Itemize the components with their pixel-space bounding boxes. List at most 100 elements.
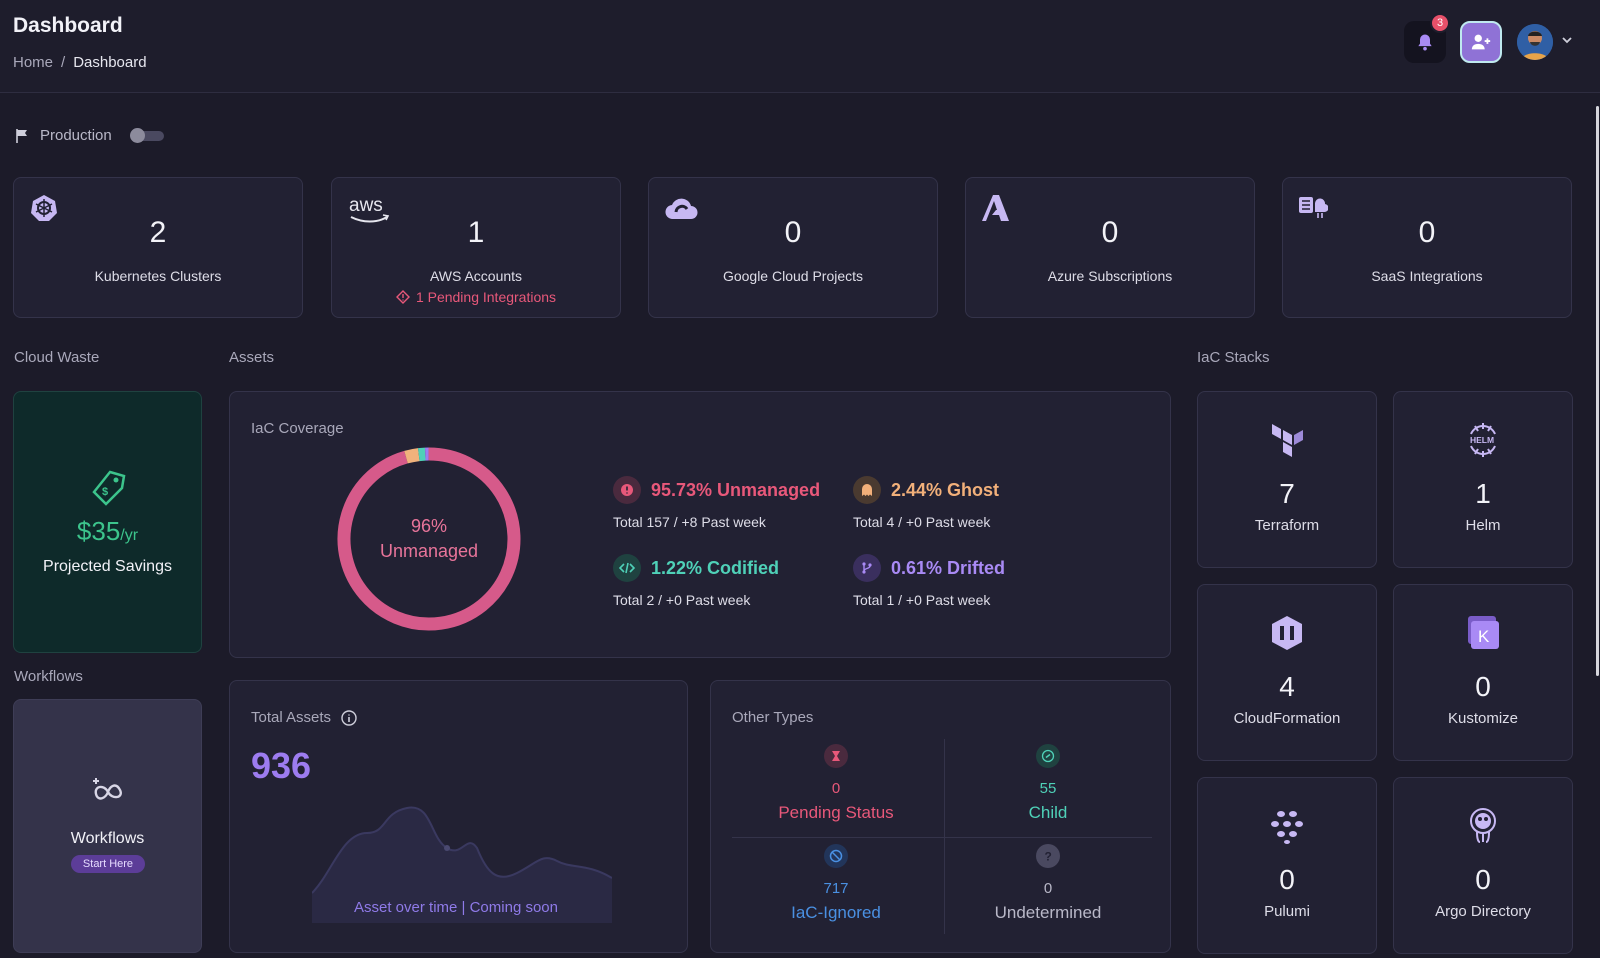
undetermined-item[interactable]: ? 0 Undetermined <box>944 844 1152 923</box>
drifted-label: 0.61% Drifted <box>891 557 1006 578</box>
hourglass-icon <box>832 751 840 761</box>
assets-sparkline <box>312 806 612 923</box>
svg-text:HELM: HELM <box>1470 435 1494 445</box>
donut-slice-unmanaged[interactable] <box>337 447 521 631</box>
iac-ignored-item[interactable]: 717 IaC-Ignored <box>732 844 940 923</box>
kubernetes-count: 2 <box>149 216 167 249</box>
donut-center-value: 96% <box>410 516 448 536</box>
cloudformation-icon <box>1272 616 1302 650</box>
child-label: Child <box>1028 803 1068 822</box>
terraform-count: 7 <box>1279 478 1295 509</box>
page-title: Dashboard <box>13 14 123 37</box>
workflows-card[interactable]: Workflows Start Here <box>13 699 202 953</box>
pulumi-label: Pulumi <box>1264 903 1310 920</box>
donut-center-label: Unmanaged <box>379 541 479 561</box>
donut-slice-ghost[interactable] <box>404 448 420 464</box>
argo-count: 0 <box>1475 864 1491 895</box>
child-item[interactable]: 55 Child <box>944 744 1152 823</box>
link-icon <box>1041 749 1055 763</box>
alert-icon <box>621 484 633 496</box>
stat-drifted[interactable]: 0.61% Drifted Total 1 / +0 Past week <box>853 554 1005 608</box>
workflows-label: Workflows <box>70 830 145 847</box>
ghost-sub: Total 4 / +0 Past week <box>853 514 991 530</box>
avatar[interactable] <box>1517 24 1553 60</box>
argo-label: Argo Directory <box>1435 903 1531 920</box>
unmanaged-sub: Total 157 / +8 Past week <box>613 514 766 530</box>
cloudformation-count: 4 <box>1279 671 1295 702</box>
argo-icon <box>1470 808 1496 843</box>
kustomize-icon: K <box>1468 616 1499 649</box>
pulumi-tile[interactable]: 0 Pulumi <box>1197 777 1377 954</box>
flag-icon <box>16 128 27 143</box>
iac-ignored-label: IaC-Ignored <box>791 903 881 922</box>
environment-label: Production <box>40 127 112 144</box>
terraform-tile[interactable]: 7 Terraform <box>1197 391 1377 568</box>
kubernetes-clusters-card[interactable]: 2 Kubernetes Clusters <box>13 177 303 318</box>
kustomize-tile[interactable]: K 0 Kustomize <box>1393 584 1573 761</box>
add-user-icon <box>1471 34 1491 50</box>
info-icon[interactable] <box>341 709 357 726</box>
svg-text:K: K <box>1478 627 1490 646</box>
assets-heading: Assets <box>229 349 275 366</box>
pending-integrations-warning[interactable]: 1 Pending Integrations <box>332 289 620 305</box>
aws-label: AWS Accounts <box>429 268 523 284</box>
workflows-icon <box>92 778 122 800</box>
breadcrumb: Home / Dashboard <box>13 54 147 71</box>
stat-unmanaged[interactable]: 95.73% Unmanaged Total 157 / +8 Past wee… <box>613 476 820 530</box>
bell-icon <box>1418 34 1432 51</box>
page-scrollbar[interactable] <box>1596 106 1599 676</box>
savings-label: Projected Savings <box>43 558 172 575</box>
breadcrumb-home[interactable]: Home <box>13 54 54 71</box>
cloudformation-tile[interactable]: 4 CloudFormation <box>1197 584 1377 761</box>
pulumi-icon <box>1271 811 1303 844</box>
terraform-icon <box>1272 424 1303 457</box>
helm-icon: HELM <box>1470 423 1496 457</box>
ghost-icon <box>862 484 872 496</box>
azure-subscriptions-card[interactable]: 0 Azure Subscriptions <box>965 177 1255 318</box>
aws-accounts-card[interactable]: aws 1 AWS Accounts 1 Pending Integration… <box>331 177 621 318</box>
google-cloud-label: Google Cloud Projects <box>722 268 864 284</box>
iac-ignored-value: 717 <box>823 880 849 897</box>
other-types-card: Other Types 0 Pending Status 55 Child 71… <box>710 680 1171 953</box>
kubernetes-icon <box>31 195 57 221</box>
drifted-sub: Total 1 / +0 Past week <box>853 592 991 608</box>
child-value: 55 <box>1039 780 1057 797</box>
environment-toggle[interactable]: Production <box>14 127 164 144</box>
helm-tile[interactable]: HELM 1 Helm <box>1393 391 1573 568</box>
user-avatar-icon <box>1517 24 1553 60</box>
git-branch-icon <box>862 562 872 574</box>
saas-count: 0 <box>1418 216 1436 249</box>
saas-integrations-card[interactable]: 0 SaaS Integrations <box>1282 177 1572 318</box>
start-here-button[interactable]: Start Here <box>71 855 145 873</box>
undetermined-label: Undetermined <box>994 903 1102 922</box>
other-types-title: Other Types <box>732 709 814 726</box>
breadcrumb-current: Dashboard <box>73 54 147 71</box>
donut-slice-codified[interactable] <box>418 447 426 462</box>
google-cloud-card[interactable]: 0 Google Cloud Projects <box>648 177 938 318</box>
add-user-button[interactable] <box>1460 21 1502 63</box>
aws-icon: aws <box>349 195 390 223</box>
warning-icon <box>395 290 410 304</box>
codified-sub: Total 2 / +0 Past week <box>613 592 751 608</box>
divider-horizontal <box>732 837 1152 838</box>
kustomize-count: 0 <box>1475 671 1491 702</box>
iac-coverage-title: IaC Coverage <box>251 420 344 437</box>
total-assets-value: 936 <box>251 745 312 786</box>
kubernetes-label: Kubernetes Clusters <box>94 268 222 284</box>
ghost-label: 2.44% Ghost <box>891 479 1000 500</box>
cloud-waste-card[interactable]: $ $35/yr Projected Savings <box>13 391 202 653</box>
production-switch[interactable] <box>129 127 164 143</box>
saas-label: SaaS Integrations <box>1371 268 1483 284</box>
total-assets-card: Total Assets 936 Asset over time | Comin… <box>229 680 688 953</box>
cloud-waste-heading: Cloud Waste <box>14 349 100 366</box>
svg-text:?: ? <box>1045 850 1052 864</box>
pending-status-item[interactable]: 0 Pending Status <box>732 744 940 823</box>
stat-codified[interactable]: 1.22% Codified Total 2 / +0 Past week <box>613 554 779 608</box>
helm-count: 1 <box>1475 478 1491 509</box>
chevron-down-icon[interactable] <box>1561 34 1573 46</box>
iac-stacks-heading: IaC Stacks <box>1197 349 1270 366</box>
unmanaged-label: 95.73% Unmanaged <box>651 479 821 500</box>
argo-tile[interactable]: 0 Argo Directory <box>1393 777 1573 954</box>
iac-coverage-donut[interactable] <box>329 439 529 639</box>
stat-ghost[interactable]: 2.44% Ghost Total 4 / +0 Past week <box>853 476 999 530</box>
